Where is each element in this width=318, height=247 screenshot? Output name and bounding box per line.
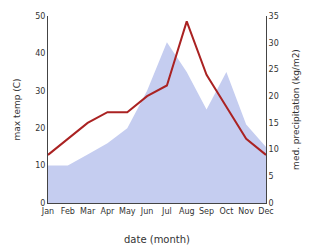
svg-text:30: 30 — [269, 39, 279, 48]
svg-text:max temp (C): max temp (C) — [12, 78, 22, 140]
svg-text:Apr: Apr — [101, 207, 116, 216]
svg-text:Jun: Jun — [140, 207, 154, 216]
svg-text:20: 20 — [269, 92, 279, 101]
svg-text:date (month): date (month) — [124, 234, 190, 245]
svg-text:Aug: Aug — [179, 207, 195, 216]
svg-text:35: 35 — [269, 12, 279, 21]
svg-text:5: 5 — [269, 172, 274, 181]
svg-text:20: 20 — [35, 124, 45, 133]
svg-text:Jul: Jul — [161, 207, 172, 216]
svg-text:med. precipitation (kg/m2): med. precipitation (kg/m2) — [291, 49, 301, 170]
svg-text:40: 40 — [35, 49, 45, 58]
svg-text:10: 10 — [269, 145, 279, 154]
svg-text:Feb: Feb — [61, 207, 75, 216]
svg-text:Sep: Sep — [199, 207, 214, 216]
svg-text:Mar: Mar — [80, 207, 96, 216]
svg-text:50: 50 — [35, 12, 45, 21]
svg-text:25: 25 — [269, 65, 279, 74]
svg-text:Dec: Dec — [258, 207, 273, 216]
svg-text:10: 10 — [35, 161, 45, 170]
svg-text:0: 0 — [269, 199, 274, 208]
svg-text:30: 30 — [35, 87, 45, 96]
svg-text:Nov: Nov — [238, 207, 254, 216]
svg-text:Oct: Oct — [219, 207, 233, 216]
svg-text:0: 0 — [40, 199, 45, 208]
svg-text:Jan: Jan — [41, 207, 54, 216]
svg-text:May: May — [119, 207, 136, 216]
svg-text:15: 15 — [269, 119, 279, 128]
